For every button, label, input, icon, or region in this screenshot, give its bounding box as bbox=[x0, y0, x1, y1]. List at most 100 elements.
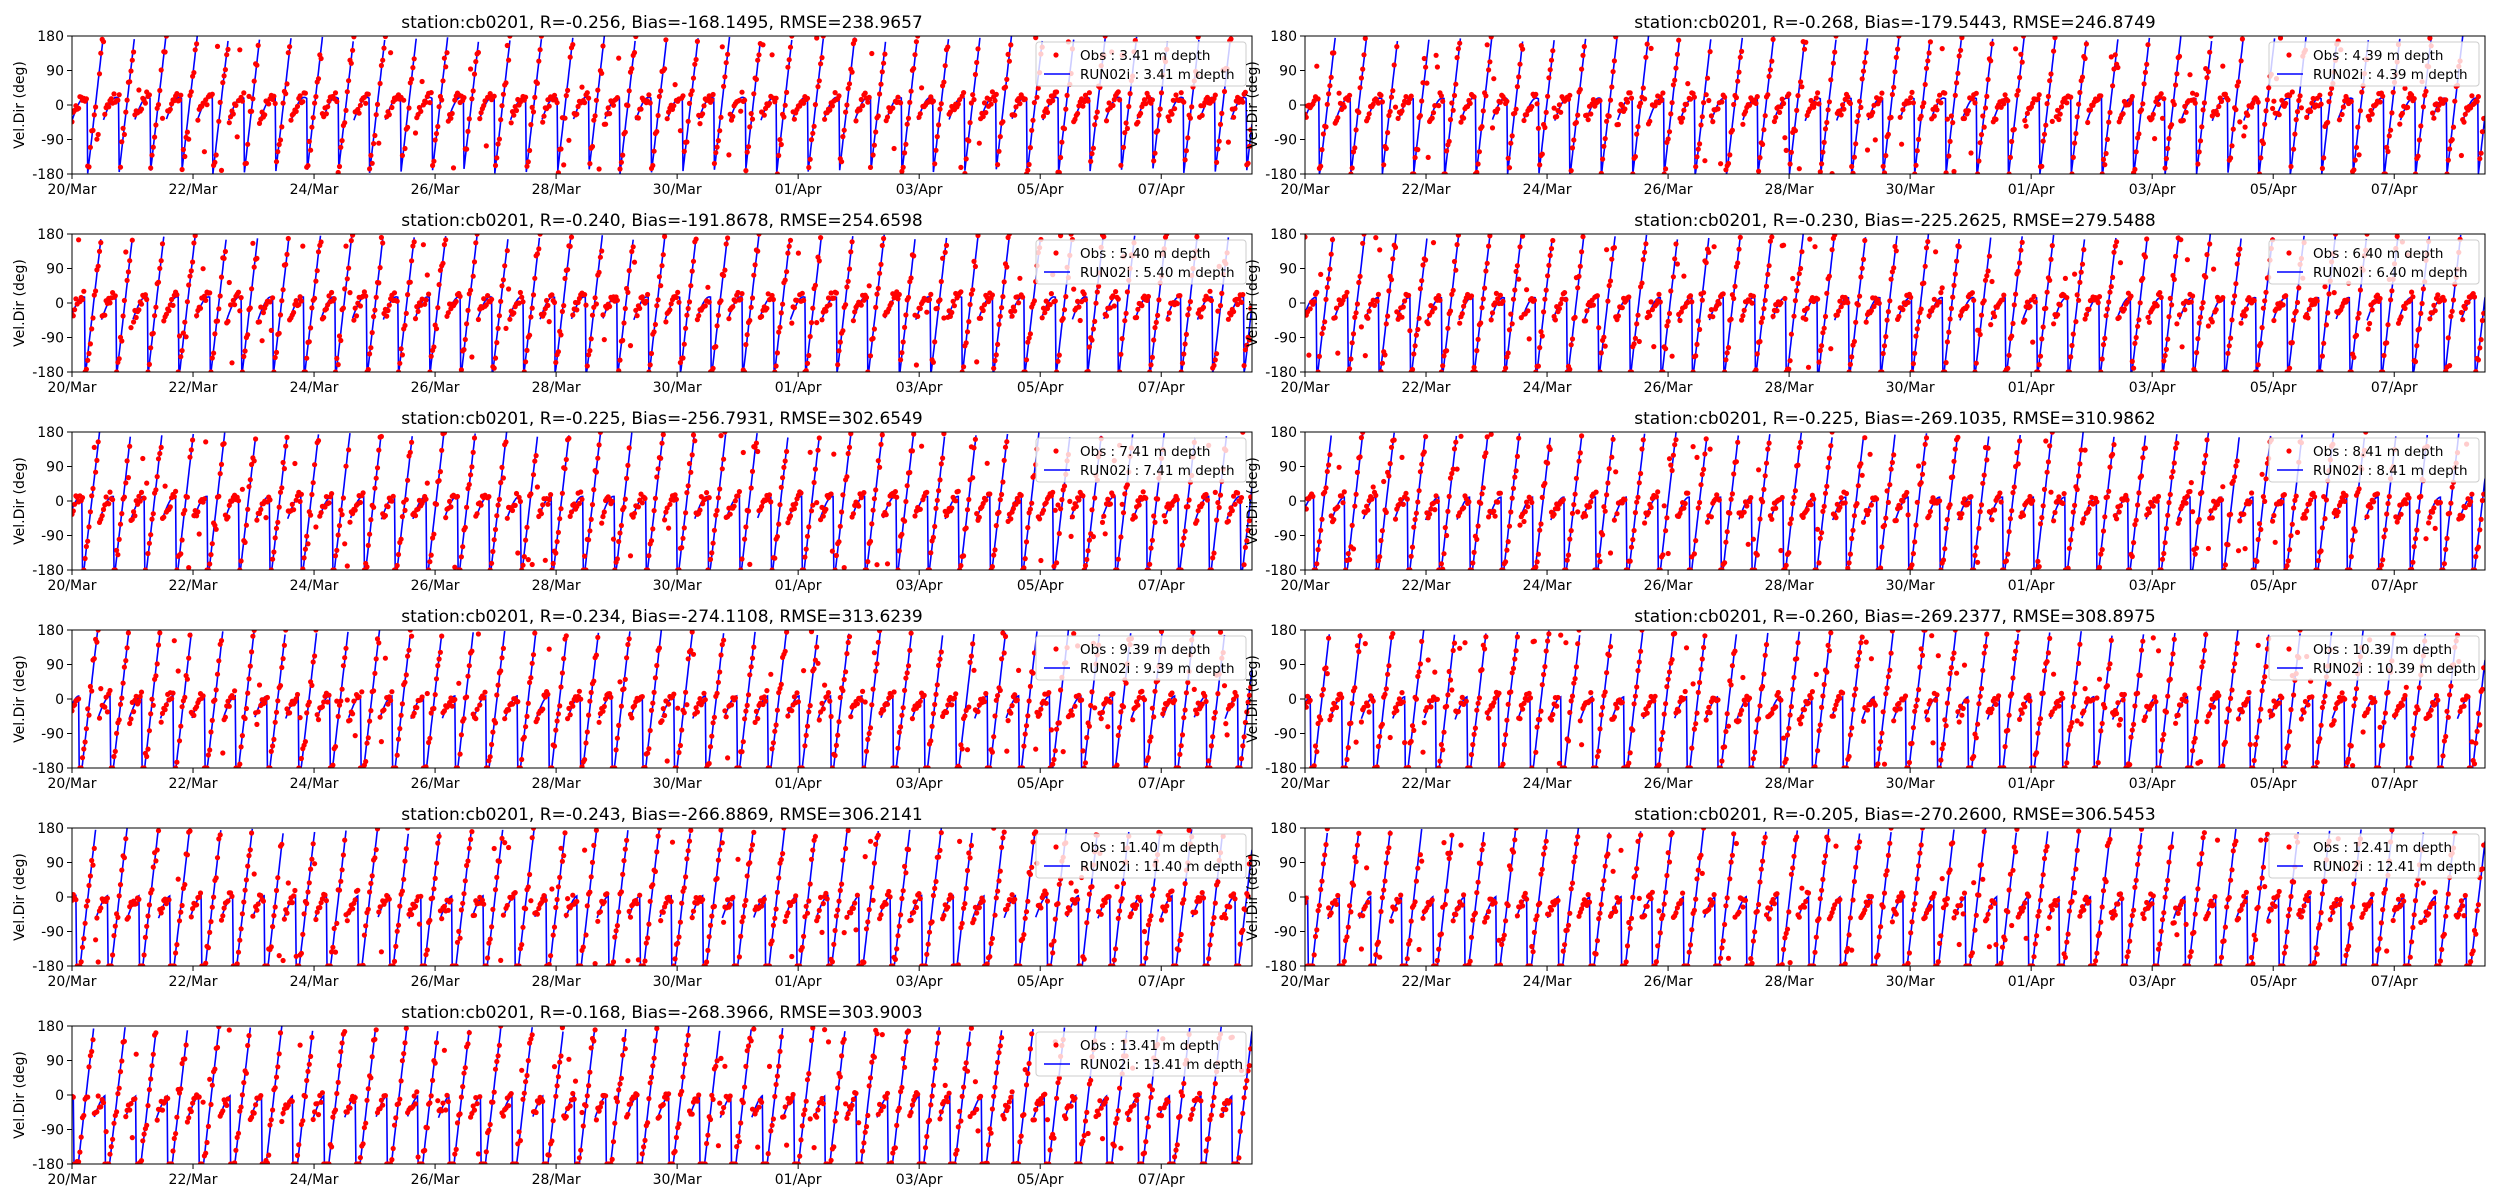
obs-point bbox=[1872, 137, 1878, 143]
obs-point bbox=[1548, 57, 1555, 63]
obs-point bbox=[2450, 297, 2457, 303]
obs-point bbox=[755, 248, 761, 254]
obs-point bbox=[1559, 296, 1565, 302]
obs-point bbox=[810, 130, 816, 136]
obs-point bbox=[1238, 299, 1245, 305]
obs-point bbox=[1569, 510, 1576, 516]
obs-point bbox=[1412, 516, 1418, 523]
obs-point bbox=[203, 439, 209, 445]
obs-point bbox=[967, 120, 973, 126]
obs-point bbox=[2245, 112, 2251, 118]
obs-point bbox=[1828, 77, 1834, 83]
obs-point bbox=[2298, 105, 2304, 111]
obs-point bbox=[891, 145, 897, 152]
y-tick-label: -90 bbox=[41, 133, 64, 149]
obs-point bbox=[1533, 564, 1539, 570]
obs-point bbox=[148, 345, 154, 351]
obs-point bbox=[1425, 154, 1431, 160]
obs-point bbox=[837, 523, 843, 529]
obs-point bbox=[377, 80, 383, 87]
obs-point bbox=[941, 432, 947, 437]
obs-point bbox=[473, 59, 479, 65]
obs-point bbox=[1145, 94, 1151, 100]
obs-point bbox=[2182, 103, 2188, 109]
obs-point bbox=[1673, 241, 1679, 247]
obs-point bbox=[2035, 369, 2041, 372]
obs-point bbox=[1668, 111, 1674, 117]
obs-point bbox=[1000, 294, 1006, 300]
obs-point bbox=[338, 144, 344, 150]
obs-point bbox=[297, 93, 303, 99]
obs-point bbox=[1048, 291, 1054, 297]
subplot-title: station:cb0201, R=-0.225, Bias=-269.1035… bbox=[1634, 409, 2155, 429]
obs-point bbox=[2103, 150, 2109, 157]
obs-point bbox=[1386, 473, 1392, 479]
obs-point bbox=[1820, 149, 1826, 155]
obs-point bbox=[136, 307, 142, 313]
obs-point bbox=[1430, 500, 1437, 506]
obs-point bbox=[2435, 292, 2441, 298]
obs-point bbox=[2162, 353, 2168, 359]
obs-point bbox=[643, 298, 649, 304]
legend-obs-marker bbox=[1053, 250, 1059, 256]
obs-point bbox=[1665, 136, 1671, 142]
obs-point bbox=[612, 567, 618, 570]
obs-point bbox=[2170, 272, 2176, 279]
obs-point bbox=[806, 164, 812, 171]
obs-point bbox=[203, 297, 209, 303]
obs-point bbox=[1976, 327, 1982, 333]
obs-point bbox=[1169, 111, 1175, 117]
obs-point bbox=[932, 339, 938, 345]
obs-point bbox=[2260, 305, 2266, 311]
x-tick-label: 20/Mar bbox=[48, 380, 97, 396]
obs-point bbox=[190, 437, 196, 443]
obs-point bbox=[117, 164, 124, 170]
obs-point bbox=[997, 134, 1003, 140]
obs-point bbox=[1545, 273, 1551, 279]
obs-point bbox=[633, 307, 639, 313]
obs-point bbox=[711, 527, 718, 533]
obs-point bbox=[405, 292, 411, 298]
obs-point bbox=[1851, 154, 1857, 160]
obs-point bbox=[401, 97, 407, 103]
obs-point bbox=[689, 268, 695, 274]
obs-point bbox=[460, 544, 466, 550]
obs-point bbox=[2445, 157, 2451, 163]
obs-point bbox=[1634, 499, 1640, 505]
obs-point bbox=[651, 148, 657, 154]
obs-point bbox=[1556, 102, 1562, 108]
obs-point bbox=[537, 234, 543, 237]
y-axis-label: Vel.Dir (deg) bbox=[1245, 259, 1261, 347]
x-tick-label: 22/Mar bbox=[169, 182, 218, 198]
obs-point bbox=[197, 305, 204, 311]
obs-point bbox=[2157, 290, 2163, 296]
x-tick-label: 22/Mar bbox=[1402, 578, 1451, 594]
obs-point bbox=[1958, 47, 1964, 53]
obs-point bbox=[235, 289, 242, 295]
obs-point bbox=[2322, 284, 2328, 290]
obs-point bbox=[405, 477, 411, 483]
obs-point bbox=[663, 319, 669, 325]
obs-point bbox=[529, 104, 535, 110]
obs-point bbox=[415, 308, 421, 314]
obs-point bbox=[1246, 143, 1252, 149]
obs-point bbox=[799, 290, 805, 296]
obs-point bbox=[1594, 567, 1600, 570]
obs-point bbox=[187, 273, 193, 279]
obs-point bbox=[639, 500, 645, 506]
obs-point bbox=[713, 344, 719, 350]
obs-point bbox=[1575, 112, 1581, 118]
obs-point bbox=[1537, 345, 1543, 351]
obs-point bbox=[1483, 450, 1489, 456]
obs-point bbox=[1058, 506, 1064, 512]
obs-point bbox=[2309, 100, 2315, 106]
obs-point bbox=[1385, 130, 1391, 136]
obs-point bbox=[267, 497, 273, 503]
obs-point bbox=[1379, 528, 1385, 534]
obs-point bbox=[336, 163, 343, 170]
obs-point bbox=[1085, 368, 1091, 372]
obs-point bbox=[1161, 513, 1167, 519]
obs-point bbox=[584, 363, 590, 369]
obs-point bbox=[755, 448, 761, 455]
obs-point bbox=[433, 501, 440, 507]
